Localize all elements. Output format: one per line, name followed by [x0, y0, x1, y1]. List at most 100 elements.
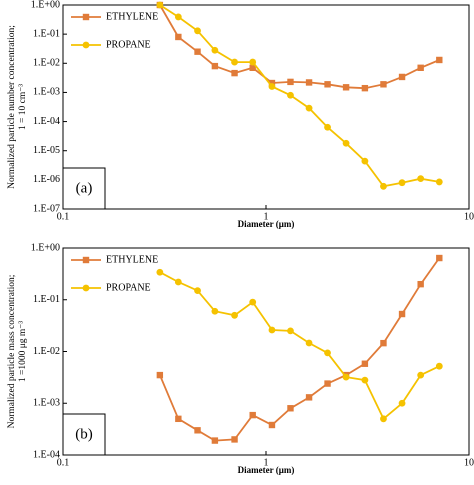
marker — [324, 349, 331, 357]
marker — [342, 373, 350, 381]
marker — [380, 182, 387, 190]
series-line — [159, 271, 440, 421]
marker — [435, 362, 443, 370]
marker — [398, 73, 406, 81]
y-tick-label: 1.E-02 — [33, 346, 60, 357]
x-tick-label: 0.1 — [57, 211, 70, 222]
y-axis-label: Normalized particle number concentration… — [7, 25, 17, 189]
marker — [342, 139, 350, 147]
marker — [380, 81, 387, 88]
marker — [417, 371, 425, 379]
marker — [268, 83, 276, 90]
marker — [436, 56, 443, 64]
marker — [324, 123, 331, 131]
marker — [287, 405, 294, 412]
marker — [398, 310, 406, 318]
marker — [361, 157, 369, 165]
marker — [194, 48, 201, 55]
marker — [361, 360, 369, 367]
marker — [211, 62, 219, 70]
legend-label: ETHYLENE — [106, 254, 158, 265]
y-tick-label: 1.E-04 — [33, 449, 60, 460]
marker — [211, 307, 219, 315]
legend-marker — [82, 13, 90, 21]
marker — [231, 436, 238, 443]
series-line — [159, 257, 441, 442]
marker — [174, 278, 182, 286]
plot-frame — [62, 247, 470, 456]
marker — [156, 268, 164, 276]
marker — [417, 280, 424, 288]
marker — [417, 64, 424, 71]
marker — [211, 46, 219, 54]
marker — [156, 371, 164, 379]
marker — [342, 84, 350, 91]
y-tick-label: 1.E-05 — [33, 145, 60, 156]
x-tick-label: 1 — [264, 211, 269, 222]
marker — [324, 81, 331, 88]
marker — [287, 91, 294, 99]
marker — [268, 79, 276, 87]
marker — [249, 298, 257, 306]
marker — [249, 64, 256, 71]
x-tick-label: 1 — [264, 457, 269, 468]
x-tick-label: 10 — [464, 211, 474, 222]
marker — [268, 421, 276, 429]
marker — [287, 327, 294, 335]
y-axis-label: 1 = 10 cm⁻³ — [18, 84, 28, 130]
marker — [268, 326, 276, 334]
panel-label-box — [62, 413, 106, 456]
marker — [231, 311, 238, 319]
legend-marker — [82, 256, 90, 264]
y-axis-label: 1 =1000 μg m⁻³ — [18, 321, 28, 382]
marker — [249, 411, 256, 419]
panel-label-box — [62, 167, 106, 210]
marker — [194, 27, 201, 35]
marker — [194, 427, 201, 434]
x-tick-label: 0.1 — [57, 457, 70, 468]
y-tick-label: 1.E-01 — [33, 28, 60, 39]
legend-label: ETHYLENE — [106, 11, 158, 22]
legend-marker — [82, 41, 90, 49]
marker — [194, 287, 201, 295]
y-tick-label: 1.E-02 — [33, 58, 60, 69]
marker — [211, 437, 219, 444]
panel-label: (a) — [76, 180, 93, 196]
series-line — [159, 4, 440, 188]
marker — [249, 58, 257, 66]
marker — [156, 1, 164, 9]
x-tick-label: 10 — [464, 457, 474, 468]
marker — [305, 104, 313, 112]
marker — [361, 84, 369, 92]
y-tick-label: 1.E-07 — [33, 203, 60, 214]
marker — [380, 339, 387, 347]
marker — [417, 175, 425, 183]
y-tick-label: 1.E+00 — [31, 242, 60, 253]
marker — [305, 79, 313, 86]
x-axis-label: Diameter (μm) — [238, 219, 295, 229]
marker — [175, 415, 182, 423]
marker — [380, 415, 387, 423]
marker — [231, 58, 238, 66]
marker — [231, 69, 238, 77]
y-tick-label: 1.E-04 — [33, 116, 60, 127]
marker — [287, 78, 294, 86]
marker — [305, 394, 313, 401]
marker — [398, 399, 406, 407]
legend-marker — [82, 284, 90, 292]
y-tick-label: 1.E-01 — [33, 294, 60, 305]
marker — [398, 179, 406, 187]
marker — [305, 339, 313, 347]
marker — [361, 376, 369, 384]
y-tick-label: 1.E-06 — [33, 174, 60, 185]
y-tick-label: 1.E+00 — [31, 0, 60, 10]
marker — [175, 33, 182, 41]
marker — [436, 254, 443, 262]
legend-label: PROPANE — [106, 39, 151, 50]
legend-label: PROPANE — [106, 282, 151, 293]
y-axis-label: Normalized particle mass concentration; — [7, 275, 17, 429]
series-line — [159, 4, 440, 90]
marker — [174, 13, 182, 21]
marker — [435, 178, 443, 186]
